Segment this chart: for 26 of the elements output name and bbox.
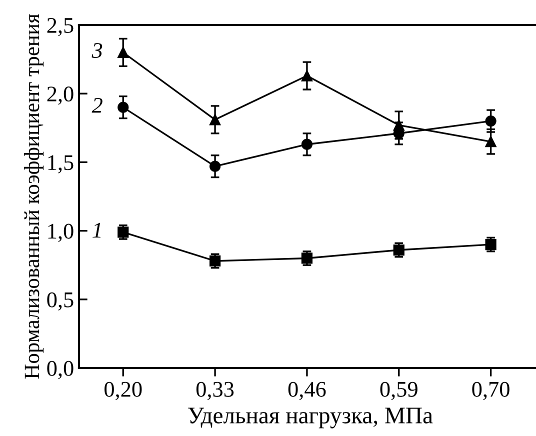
series-label: 1 xyxy=(92,222,101,238)
point xyxy=(209,114,221,126)
point xyxy=(485,136,496,148)
point xyxy=(301,70,313,82)
x-axis-title: Удельная нагрузка, МПа xyxy=(188,408,433,428)
point xyxy=(485,115,496,127)
point xyxy=(118,46,129,58)
y-tick-label: 0,5 xyxy=(47,292,74,311)
series-label: 3 xyxy=(92,43,102,58)
y-tick-label: 1,0 xyxy=(48,224,74,242)
x-tick-label: 0,46 xyxy=(288,382,326,400)
x-tick-label: 0,20 xyxy=(104,382,142,400)
y-tick-label: 0,0 xyxy=(47,360,74,380)
y-tick-label: 2,0 xyxy=(47,86,74,105)
point xyxy=(209,160,221,172)
x-tick-label: 0,59 xyxy=(380,382,418,400)
point xyxy=(118,226,129,238)
y-tick-label: 1,5 xyxy=(48,155,74,174)
point xyxy=(301,138,313,150)
x-tick-label: 0,33 xyxy=(196,382,234,400)
point xyxy=(118,102,129,113)
series-label: 2 xyxy=(92,98,102,113)
x-tick-label: 0,70 xyxy=(472,382,510,400)
y-tick-label: 2,5 xyxy=(47,18,74,36)
point xyxy=(393,120,404,131)
y-axis-title: Нормализованный коэффициент трения xyxy=(24,14,44,379)
